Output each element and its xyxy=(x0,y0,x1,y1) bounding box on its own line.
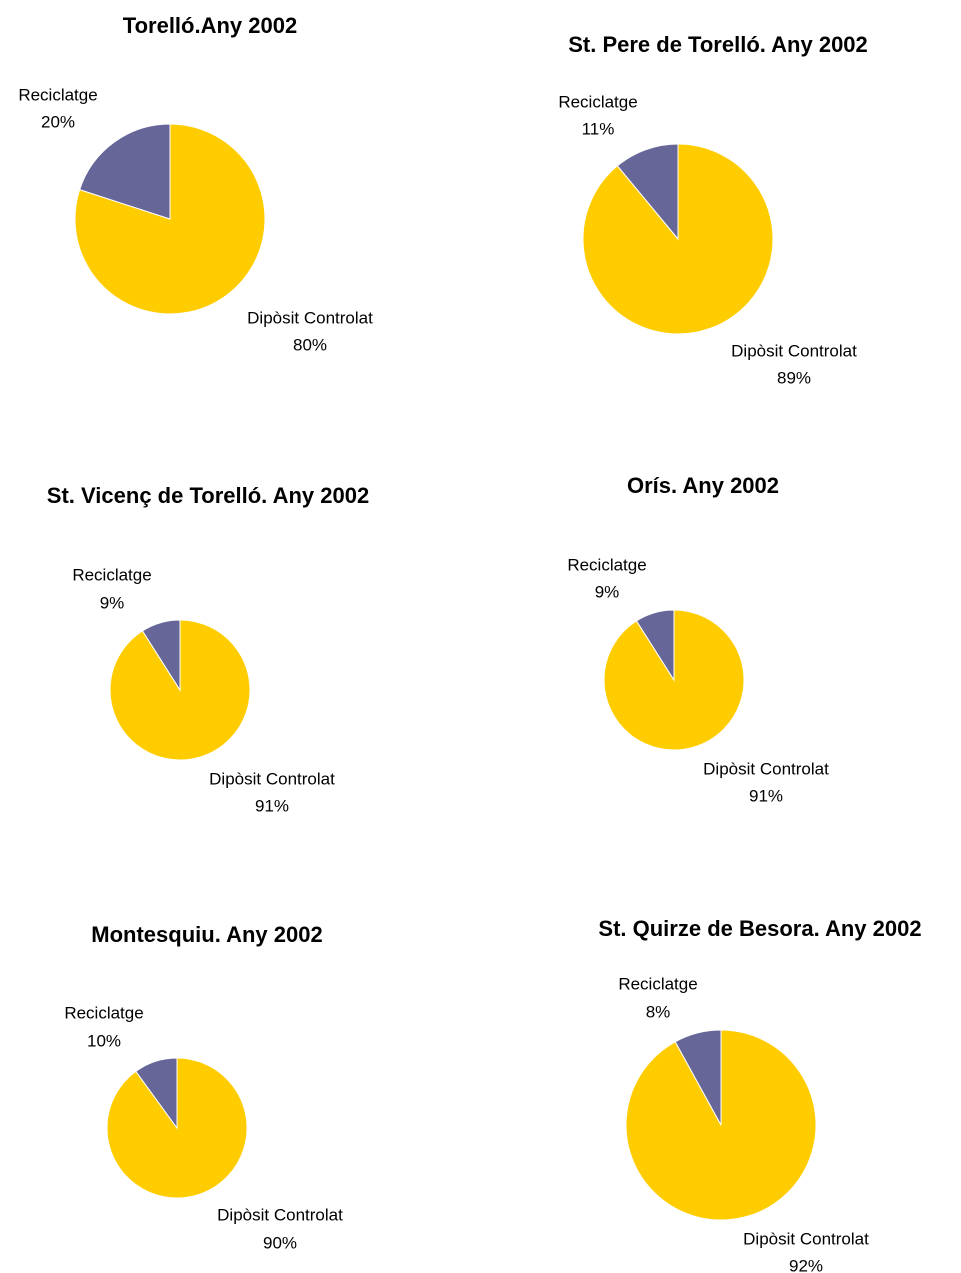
chart-title: Torelló.Any 2002 xyxy=(123,13,297,38)
slice-label: Dipòsit Controlat xyxy=(703,759,829,778)
pie-slice xyxy=(135,1057,178,1130)
slice-value-label: 80% xyxy=(293,335,327,354)
pie-slice xyxy=(79,123,171,220)
slice-value-label: 8% xyxy=(646,1002,671,1021)
pie-slice xyxy=(635,609,675,682)
chart-title: St. Vicenç de Torelló. Any 2002 xyxy=(47,483,369,508)
pie-slice xyxy=(141,619,181,692)
slice-label: Dipòsit Controlat xyxy=(743,1229,869,1248)
chart-title: St. Pere de Torelló. Any 2002 xyxy=(568,32,868,57)
slice-label: Reciclatge xyxy=(618,974,697,993)
slice-value-label: 20% xyxy=(41,112,75,131)
slice-label: Reciclatge xyxy=(72,565,151,584)
slice-label: Dipòsit Controlat xyxy=(247,308,373,327)
slice-value-label: 92% xyxy=(789,1256,823,1273)
slice-value-label: 9% xyxy=(100,593,125,612)
chart-title: St. Quirze de Besora. Any 2002 xyxy=(598,916,921,941)
slice-label: Dipòsit Controlat xyxy=(209,769,335,788)
chart-title: Orís. Any 2002 xyxy=(627,473,779,498)
slice-value-label: 91% xyxy=(255,796,289,815)
slice-label: Reciclatge xyxy=(567,555,646,574)
slice-label: Reciclatge xyxy=(64,1003,143,1022)
chart-title: Montesquiu. Any 2002 xyxy=(91,922,322,947)
slice-label: Reciclatge xyxy=(558,92,637,111)
slice-label: Dipòsit Controlat xyxy=(217,1205,343,1224)
slice-label: Reciclatge xyxy=(18,85,97,104)
slice-value-label: 11% xyxy=(582,119,615,138)
pie-slice xyxy=(674,1029,722,1126)
slice-value-label: 9% xyxy=(595,582,620,601)
slice-value-label: 10% xyxy=(87,1031,121,1050)
slice-label: Dipòsit Controlat xyxy=(731,341,857,360)
slice-value-label: 90% xyxy=(263,1233,297,1252)
slice-value-label: 89% xyxy=(777,368,811,387)
slice-value-label: 91% xyxy=(749,786,783,805)
pie-slice xyxy=(616,143,679,241)
